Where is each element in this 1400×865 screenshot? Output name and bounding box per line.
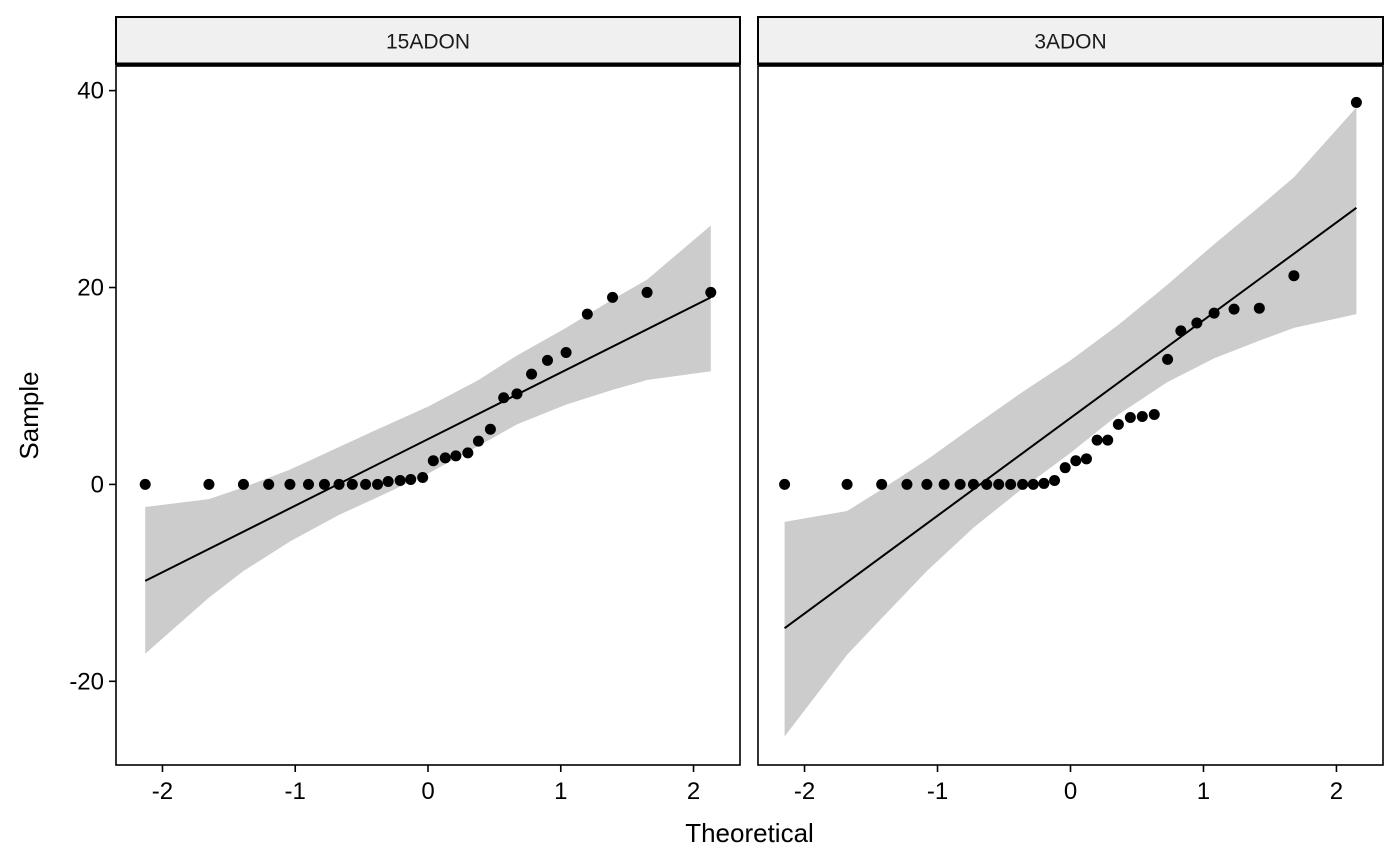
data-point	[1049, 474, 1061, 486]
data-point	[993, 478, 1005, 490]
data-point	[560, 346, 572, 358]
x-tick-label: -1	[285, 778, 306, 805]
x-axis-title: Theoretical	[685, 818, 814, 848]
data-point	[1148, 409, 1160, 421]
data-point	[1124, 411, 1136, 423]
data-point	[1059, 462, 1071, 474]
data-point	[1112, 418, 1124, 430]
x-tick-label: 1	[1197, 778, 1210, 805]
data-point	[954, 478, 966, 490]
x-tick-label: -2	[152, 778, 173, 805]
data-point	[841, 478, 853, 490]
data-point	[498, 392, 510, 404]
data-point	[1350, 96, 1362, 108]
data-point	[284, 478, 296, 490]
data-point	[450, 450, 462, 462]
data-point	[1070, 455, 1082, 467]
data-point	[333, 478, 345, 490]
data-point	[439, 452, 451, 464]
data-point	[405, 473, 417, 485]
data-point	[1175, 325, 1187, 337]
data-point	[526, 368, 538, 380]
data-point	[484, 423, 496, 435]
data-point	[901, 478, 913, 490]
data-point	[1027, 478, 1039, 490]
data-point	[1136, 410, 1148, 422]
data-point	[641, 286, 653, 298]
panel-15ADON: 15ADON -2 -1 0 1 2	[115, 16, 741, 805]
facet-title: 15ADON	[386, 31, 470, 54]
data-point	[705, 286, 717, 298]
x-tick-label: 0	[1064, 778, 1077, 805]
data-point	[1017, 478, 1029, 490]
data-point	[427, 455, 439, 467]
data-point	[1091, 434, 1103, 446]
data-point	[237, 478, 249, 490]
panel-3ADON: 3ADON -2 -1 0 1 2	[757, 16, 1384, 805]
data-point	[417, 472, 429, 484]
data-point	[1038, 477, 1050, 489]
data-point	[382, 475, 394, 487]
data-point	[318, 478, 330, 490]
facet-title: 3ADON	[1034, 31, 1106, 54]
data-point	[581, 308, 593, 320]
data-point	[203, 478, 215, 490]
data-point	[360, 478, 372, 490]
data-point	[981, 478, 993, 490]
y-tick-label: 40	[77, 78, 104, 105]
x-tick-label: -2	[794, 778, 815, 805]
data-point	[472, 435, 484, 447]
data-point	[876, 478, 888, 490]
data-point	[139, 478, 151, 490]
data-point	[263, 478, 275, 490]
data-point	[1191, 317, 1203, 329]
y-tick-label: 0	[91, 471, 104, 498]
data-point	[938, 478, 950, 490]
data-point	[1162, 353, 1174, 365]
data-point	[372, 478, 384, 490]
data-point	[1102, 434, 1114, 446]
data-point	[394, 474, 406, 486]
x-tick-label: 1	[554, 778, 567, 805]
data-point	[511, 388, 523, 400]
x-tick-label: 2	[1330, 778, 1343, 805]
data-point	[1080, 453, 1092, 465]
data-point	[1005, 478, 1017, 490]
data-point	[1228, 303, 1240, 315]
data-point	[462, 447, 474, 459]
facet-strip	[115, 16, 741, 65]
y-tick-label: -20	[69, 668, 104, 695]
data-point	[1253, 302, 1265, 314]
data-point	[541, 354, 553, 366]
data-point	[1288, 270, 1300, 282]
data-point	[1208, 307, 1220, 319]
data-point	[921, 478, 933, 490]
data-point	[607, 291, 619, 303]
data-point	[303, 478, 315, 490]
data-point	[967, 478, 979, 490]
x-tick-label: 2	[687, 778, 700, 805]
x-tick-label: -1	[927, 778, 948, 805]
reference-line	[144, 296, 712, 582]
confidence-band	[784, 107, 1357, 737]
reference-line	[784, 206, 1357, 629]
x-tick-label: 0	[421, 778, 434, 805]
y-axis-title: Sample	[14, 371, 44, 459]
data-point	[779, 478, 791, 490]
data-point	[346, 478, 358, 490]
y-axis: -20 0 20 40	[69, 78, 116, 695]
y-tick-label: 20	[77, 275, 104, 302]
panels-layer: 15ADON -2 -1 0 1 2 3ADON -2 -1 0 1 2	[115, 16, 1384, 805]
